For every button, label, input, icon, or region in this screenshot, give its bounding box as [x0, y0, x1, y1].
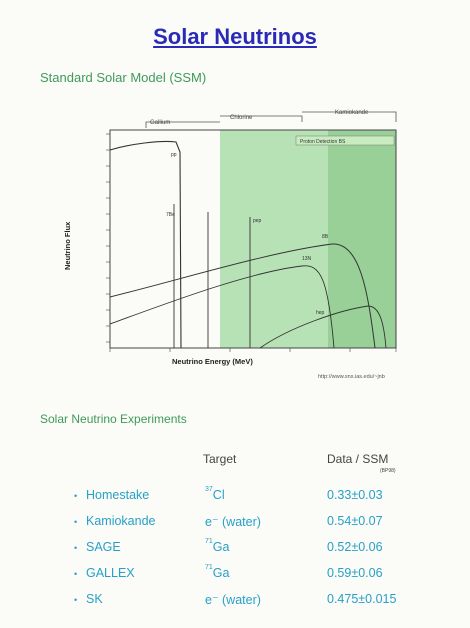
bullet: •	[74, 569, 78, 579]
col-ratio-note: (BP98)	[380, 468, 396, 474]
bullet: •	[74, 517, 78, 527]
col-target: Target	[203, 452, 237, 466]
bullet: •	[74, 491, 78, 501]
table-row: • Homestake 37Cl 0.33±0.03	[0, 486, 470, 508]
experiments-heading: Solar Neutrino Experiments	[40, 412, 187, 426]
experiment-target: 71Ga	[205, 564, 230, 580]
bullet: •	[74, 543, 78, 553]
region-label-kamiokande: Kamiokande	[335, 110, 369, 116]
y-ticks	[106, 133, 110, 343]
experiment-ratio: 0.52±0.06	[327, 540, 383, 554]
b8-spectrum	[109, 243, 376, 349]
region-label-gallium: Gallium	[150, 120, 170, 126]
table-row: • GALLEX 71Ga 0.59±0.06	[0, 564, 470, 586]
label-pp: pp	[171, 152, 177, 158]
experiment-target: 71Ga	[205, 538, 230, 554]
hep-spectrum	[259, 305, 387, 349]
x-ticks	[109, 348, 397, 352]
col-ratio: Data / SSM	[327, 452, 389, 466]
table-row: • SK e⁻ (water) 0.475±0.015	[0, 592, 470, 612]
experiment-ratio: 0.33±0.03	[327, 488, 383, 502]
source-url[interactable]: http://www.sns.ias.edu/~jnb	[318, 374, 385, 380]
experiment-name: SK	[86, 592, 103, 606]
threshold-brackets	[145, 111, 397, 128]
region-note: Proton Detection BS	[300, 139, 346, 145]
table-row: • SAGE 71Ga 0.52±0.06	[0, 538, 470, 560]
experiment-name: GALLEX	[86, 566, 135, 580]
experiment-target: e⁻ (water)	[205, 515, 261, 529]
experiment-target: 37Cl	[205, 486, 225, 502]
experiment-name: Kamiokande	[86, 514, 156, 528]
label-n13: 13N	[302, 256, 312, 262]
bullet: •	[74, 595, 78, 605]
label-b8: 8B	[322, 234, 329, 240]
plot-frame	[109, 129, 397, 349]
y-axis-label: Neutrino Flux	[63, 221, 72, 270]
pp-spectrum	[109, 140, 182, 349]
experiment-name: SAGE	[86, 540, 121, 554]
experiment-target: e⁻ (water)	[205, 593, 261, 607]
label-be7: 7Be	[166, 212, 175, 218]
table-row: • Kamiokande e⁻ (water) 0.54±0.07	[0, 514, 470, 534]
page-title: Solar Neutrinos	[153, 24, 317, 49]
ssm-heading: Standard Solar Model (SSM)	[40, 70, 207, 85]
neutrino-spectrum-chart: Gallium Chlorine Kamiokande Proton Detec…	[63, 110, 397, 366]
experiment-ratio: 0.59±0.06	[327, 566, 383, 580]
experiment-ratio: 0.54±0.07	[327, 514, 383, 528]
region-note-box	[295, 135, 395, 146]
region-label-chlorine: Chlorine	[230, 115, 253, 121]
label-pep: pep	[253, 218, 262, 224]
chlorine-band	[220, 130, 328, 348]
label-hep: hep	[316, 310, 325, 316]
experiment-name: Homestake	[86, 488, 150, 502]
n13-spectrum	[109, 265, 335, 349]
x-axis-label: Neutrino Energy (MeV)	[172, 357, 253, 366]
kamiokande-band	[328, 130, 396, 348]
experiment-ratio: 0.475±0.015	[327, 592, 397, 606]
